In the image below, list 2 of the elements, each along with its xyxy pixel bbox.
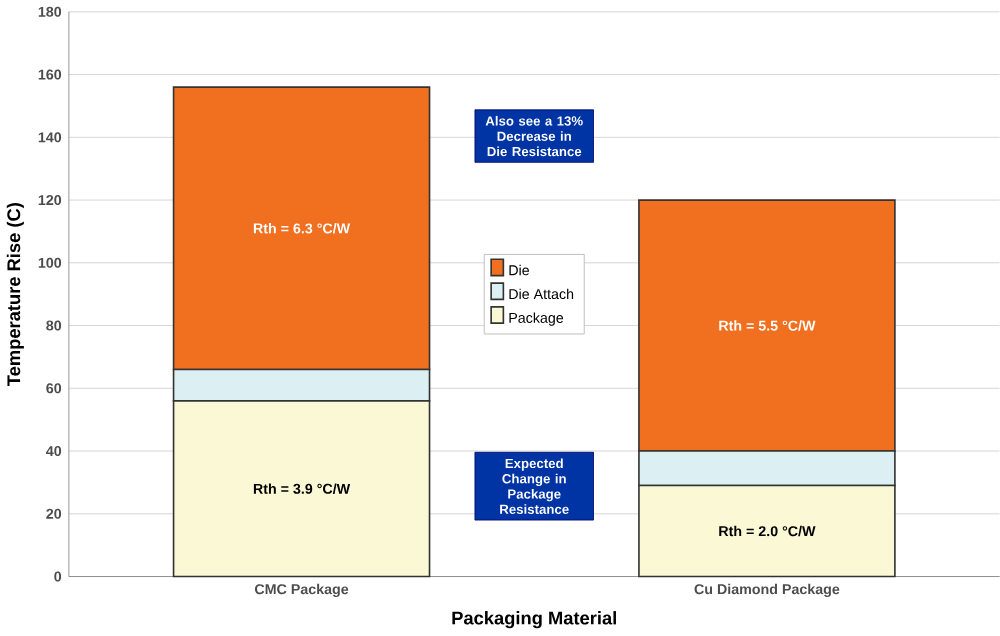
x-axis-title: Packaging Material: [452, 611, 616, 629]
y-axis-title: Temperature Rise (C): [6, 203, 24, 387]
